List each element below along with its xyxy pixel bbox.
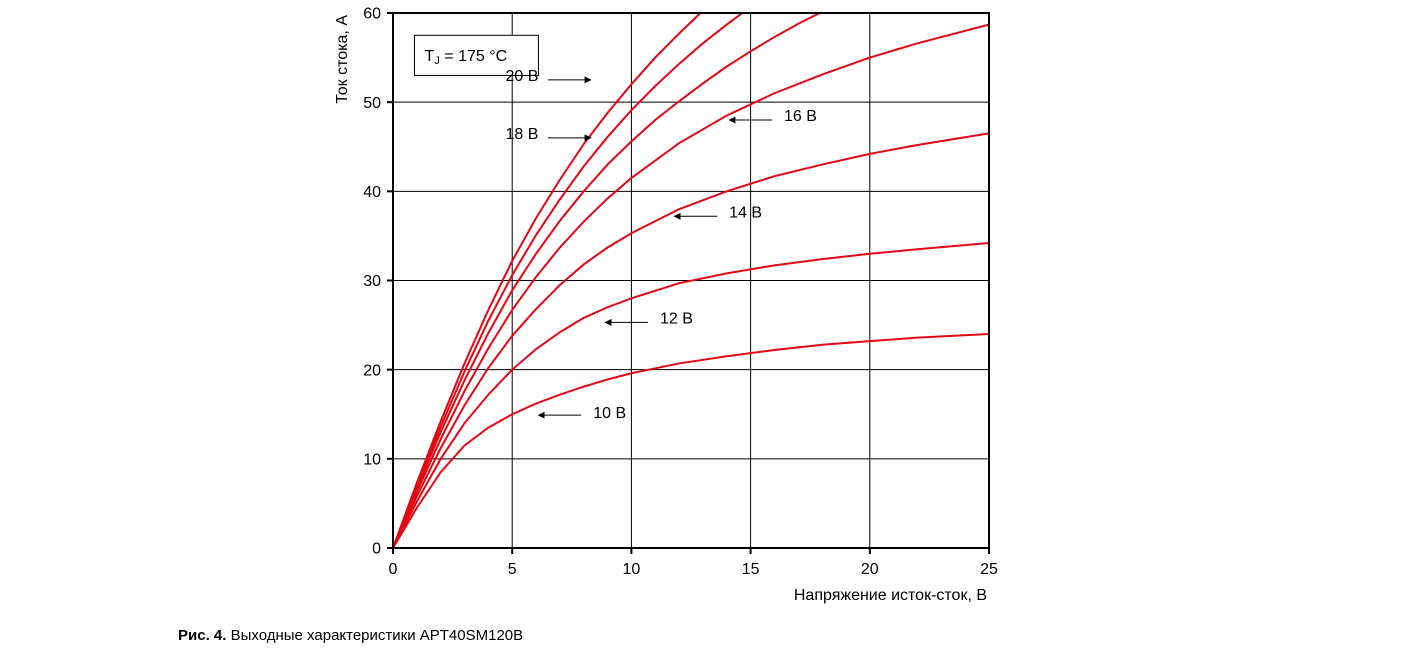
curve-label-12B: 12 B bbox=[660, 311, 693, 328]
curve-label-20B: 20 B bbox=[506, 68, 539, 85]
svg-text:60: 60 bbox=[363, 6, 381, 23]
svg-text:40: 40 bbox=[363, 184, 381, 201]
svg-text:20: 20 bbox=[363, 362, 381, 379]
curve-label-10B: 10 B bbox=[593, 405, 626, 422]
y-axis-label: Ток стока, А bbox=[334, 15, 351, 104]
curve-label-14B: 14 B bbox=[729, 204, 762, 221]
svg-text:0: 0 bbox=[372, 541, 381, 558]
svg-text:25: 25 bbox=[980, 561, 998, 578]
svg-text:10: 10 bbox=[363, 451, 381, 468]
figure-caption-bold: Рис. 4. bbox=[178, 627, 226, 644]
svg-text:15: 15 bbox=[742, 561, 760, 578]
output-characteristics-chart: 0 5 10 15 20 25 0 10 20 30 40 50 60 Напряжение исток-… bbox=[0, 0, 1418, 665]
x-axis-label: Напряжение исток-сток, В bbox=[794, 587, 987, 604]
svg-text:20: 20 bbox=[861, 561, 879, 578]
curve-label-16B: 16 B bbox=[784, 108, 817, 125]
figure-caption: Рис. 4. Выходные характеристики APT40SM1… bbox=[178, 627, 523, 644]
curve-label-18B: 18 B bbox=[506, 126, 539, 143]
svg-text:5: 5 bbox=[508, 561, 517, 578]
svg-text:10: 10 bbox=[623, 561, 641, 578]
svg-text:30: 30 bbox=[363, 273, 381, 290]
svg-text:0: 0 bbox=[389, 561, 398, 578]
svg-text:50: 50 bbox=[363, 95, 381, 112]
figure-caption-text: Выходные характеристики APT40SM120B bbox=[226, 627, 523, 644]
